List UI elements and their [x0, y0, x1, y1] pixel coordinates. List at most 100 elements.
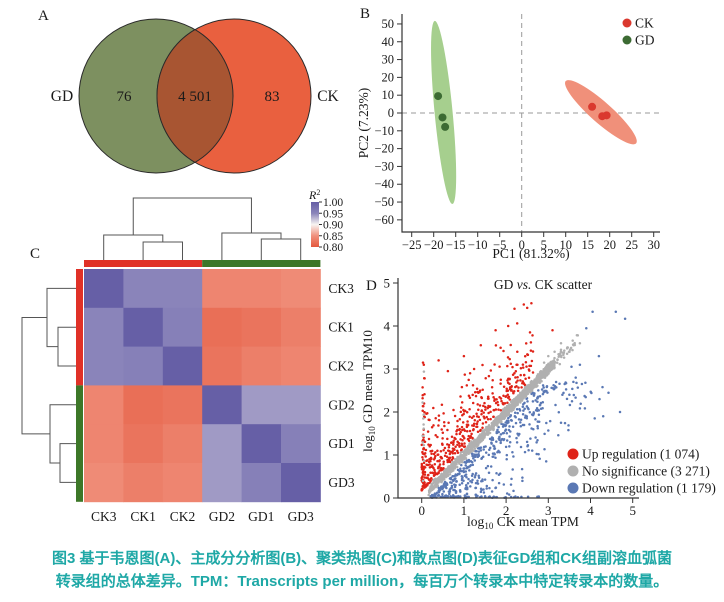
scatter-point-down	[480, 456, 484, 460]
heatmap-cell	[241, 346, 282, 386]
scatter-point-up	[496, 403, 500, 407]
scatter-point-down	[538, 395, 542, 398]
scatter-point-up	[442, 460, 445, 464]
scatter-point-down	[516, 411, 519, 415]
scatter-point-down	[520, 467, 524, 471]
scatter-point-down	[465, 459, 469, 463]
scatter-point-up	[508, 386, 512, 389]
scatter-point-down	[523, 407, 526, 410]
panel-a-venn: A GD 76 4 501 83 CK	[38, 8, 340, 174]
scatter-point-up	[530, 301, 533, 305]
scatter-point-down	[451, 478, 455, 482]
scatter-point-up	[528, 331, 532, 334]
scatter-point-up	[458, 427, 461, 431]
scatter-point-up	[452, 441, 455, 444]
scatter-point-down	[537, 452, 540, 456]
scatter-point-down	[507, 416, 510, 420]
scatter-point-down	[434, 492, 438, 495]
scatter-point-down	[545, 421, 548, 425]
scatter-point-up	[516, 350, 519, 354]
scatter-title: GD vs. CK scatter	[494, 277, 593, 292]
scatter-point-up	[551, 329, 554, 332]
scatter-point-down	[583, 407, 587, 410]
heatmap-cell	[241, 269, 282, 309]
scatter-point-down	[475, 449, 478, 453]
scatter-point-ns	[439, 474, 442, 478]
scatter-point-up	[448, 456, 452, 460]
scatter-point-up	[437, 419, 441, 422]
scatter-point-up	[501, 401, 505, 405]
scatter-point-down	[509, 418, 513, 422]
panel-b-label: B	[360, 6, 370, 22]
scatter-point-up	[489, 417, 492, 421]
scatter-point-down	[498, 450, 501, 454]
pca-x-tick-label: 0	[519, 238, 525, 252]
heatmap-row-label: CK3	[328, 281, 354, 296]
scatter-point-down	[533, 392, 536, 395]
scatter-point-down	[473, 459, 477, 462]
scatter-point-up	[524, 361, 528, 364]
scatter-point-down	[532, 427, 535, 431]
scatter-point-ns	[468, 449, 471, 452]
scatter-point-down	[474, 473, 477, 477]
scatter-point-ns	[432, 486, 436, 489]
scatter-point-down	[464, 464, 467, 467]
scatter-point-ns	[431, 482, 435, 485]
scatter-point-down	[518, 409, 522, 412]
scatter-point-up	[421, 396, 424, 400]
scatter-point-down	[470, 460, 474, 464]
scatter-point-down	[461, 476, 464, 479]
scatter-point-ns	[421, 434, 424, 437]
scatter-point-up	[482, 411, 485, 414]
dendrogram-top	[260, 238, 302, 260]
scatter-point-ns	[501, 413, 505, 417]
scatter-point-up	[439, 455, 442, 459]
scatter-point-down	[557, 410, 561, 414]
heatmap-cell	[162, 346, 203, 386]
scatter-point-up	[471, 383, 475, 387]
scatter-point-down	[484, 451, 488, 454]
scatter-point-down	[487, 453, 491, 457]
scatter-point-up	[443, 446, 447, 450]
scatter-point-down	[488, 486, 491, 490]
heatmap-cell	[241, 307, 282, 347]
scatter-point-ns	[529, 380, 533, 384]
scatter-point-up	[470, 432, 473, 436]
scatter-point-down	[514, 421, 518, 425]
scatter-point-up	[465, 429, 469, 433]
scatter-point-up	[478, 418, 482, 422]
scatter-point-ns	[495, 417, 498, 421]
scatter-point-ns	[483, 432, 487, 436]
scatter-point-down	[548, 419, 552, 423]
scatter-point-up	[446, 458, 449, 462]
scatter-point-down	[584, 381, 587, 385]
scatter-point-up	[482, 404, 485, 408]
scatter-point-up	[458, 432, 462, 436]
scatter-point-up	[486, 397, 490, 400]
scatter-point-ns	[422, 459, 426, 463]
scatter-point-up	[429, 471, 432, 474]
heatmap-cell	[202, 346, 242, 386]
scatter-point-down	[521, 413, 525, 416]
scatter-point-ns	[559, 341, 563, 345]
scatter-point-up	[480, 409, 484, 412]
scatter-point-up	[486, 406, 489, 410]
scatter-point-up	[502, 385, 506, 388]
scatter-point-up	[512, 392, 515, 395]
scatter-x-tick-label: 0	[418, 503, 425, 518]
scatter-point-ns	[421, 479, 425, 483]
pca-x-tick-label: 25	[625, 238, 638, 252]
scatter-point-down	[490, 438, 493, 442]
heatmap-cell	[162, 463, 203, 503]
pca-x-axis-label: PC1 (81.32%)	[492, 246, 569, 261]
scatter-point-up	[508, 382, 511, 386]
scatter-point-up	[472, 367, 476, 371]
scatter-point-up	[423, 476, 426, 479]
scatter-point-down	[491, 478, 494, 482]
heatmap-cell	[241, 385, 282, 425]
scatter-point-down	[543, 447, 546, 451]
scatter-point-up	[430, 426, 434, 429]
scatter-point-ns	[442, 478, 446, 481]
scatter-point-ns	[511, 405, 515, 409]
scatter-point-down	[473, 453, 477, 456]
